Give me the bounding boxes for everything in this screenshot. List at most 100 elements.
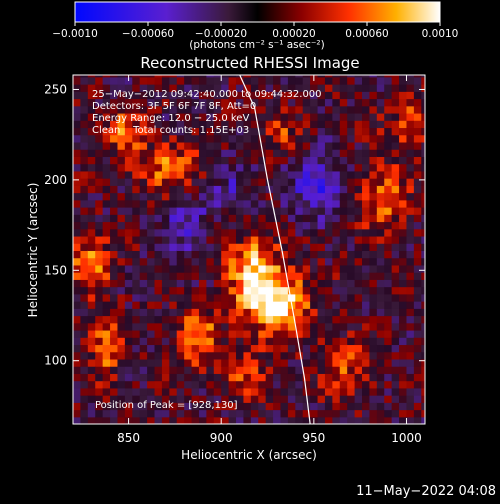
heatmap-cell [213,76,222,85]
heatmap-cell [124,120,133,129]
heatmap-cell [369,120,378,129]
heatmap-cell [273,75,282,78]
heatmap-cell [176,250,185,259]
heatmap-cell [250,395,259,403]
heatmap-cell [250,120,259,129]
heatmap-cell [87,221,96,230]
heatmap-cell [102,272,111,280]
heatmap-cell [102,337,111,346]
heatmap-cell [243,214,252,223]
heatmap-cell [310,329,319,338]
heatmap-cell [280,243,289,252]
heatmap-cell [280,127,289,136]
heatmap-cell [198,163,207,172]
heatmap-cell [324,105,333,114]
heatmap-cell [221,272,230,280]
heatmap-cell [369,149,378,157]
heatmap-cell [369,315,378,324]
heatmap-cell [406,185,415,194]
heatmap-cell [124,373,133,382]
heatmap-cell [110,127,119,136]
heatmap-cell [413,134,422,143]
heatmap-cell [80,351,89,360]
heatmap-cell [362,221,371,230]
heatmap-cell [369,185,378,194]
heatmap-cell [376,98,385,107]
heatmap-cell [117,358,126,367]
heatmap-cell [124,250,133,259]
heatmap-cell [161,329,170,338]
heatmap-cell [258,337,267,346]
heatmap-cell [87,416,96,424]
heatmap-cell [384,293,393,302]
heatmap-cell [213,170,222,179]
heatmap-cell [236,250,245,259]
heatmap-cell [206,395,215,403]
heatmap-cell [339,351,348,360]
heatmap-cell [384,337,393,346]
heatmap-cell [236,221,245,230]
heatmap-cell [332,91,341,100]
heatmap-cell [287,373,296,382]
heatmap-cell [139,337,148,346]
heatmap-cell [243,91,252,100]
heatmap-cell [317,235,326,244]
heatmap-cell [250,366,259,374]
heatmap-cell [302,315,311,324]
heatmap-cell [184,416,193,424]
heatmap-cell [347,366,356,374]
heatmap-cell [154,228,163,237]
heatmap-cell [250,192,259,201]
heatmap-cell [191,156,200,165]
heatmap-cell [347,141,356,150]
heatmap-cell [228,149,237,157]
heatmap-cell [391,416,400,424]
heatmap-cell [324,308,333,317]
heatmap-cell [265,75,274,78]
heatmap-cell [124,279,133,288]
heatmap-cell [347,279,356,288]
heatmap-cell [287,91,296,100]
heatmap-cell [221,293,230,302]
heatmap-cell [80,178,89,186]
heatmap-cell [273,170,282,179]
heatmap-cell [391,351,400,360]
heatmap-cell [176,257,185,266]
heatmap-cell [198,120,207,129]
heatmap-cell [154,163,163,172]
heatmap-cell [124,199,133,208]
heatmap-cell [102,221,111,230]
heatmap-cell [362,84,371,92]
heatmap-cell [406,141,415,150]
heatmap-cell [206,264,215,273]
heatmap-cell [206,373,215,382]
heatmap-cell [362,322,371,331]
heatmap-cell [161,199,170,208]
heatmap-cell [332,149,341,157]
heatmap-cell [339,272,348,280]
heatmap-cell [221,98,230,107]
heatmap-cell [406,279,415,288]
heatmap-cell [391,127,400,136]
heatmap-cell [354,163,363,172]
heatmap-cell [176,156,185,165]
heatmap-cell [80,402,89,411]
heatmap-cell [228,156,237,165]
heatmap-cell [324,293,333,302]
heatmap-cell [132,293,141,302]
heatmap-cell [384,91,393,100]
heatmap-cell [310,199,319,208]
heatmap-cell [354,337,363,346]
heatmap-cell [243,84,252,92]
heatmap-cell [73,366,82,374]
heatmap-cell [406,272,415,280]
heatmap-cell [384,112,393,121]
heatmap-cell [347,120,356,129]
heatmap-cell [95,134,104,143]
heatmap-cell [391,134,400,143]
heatmap-cell [184,264,193,273]
heatmap-cell [354,76,363,85]
heatmap-cell [250,337,259,346]
heatmap-cell [302,149,311,157]
heatmap-cell [250,207,259,215]
